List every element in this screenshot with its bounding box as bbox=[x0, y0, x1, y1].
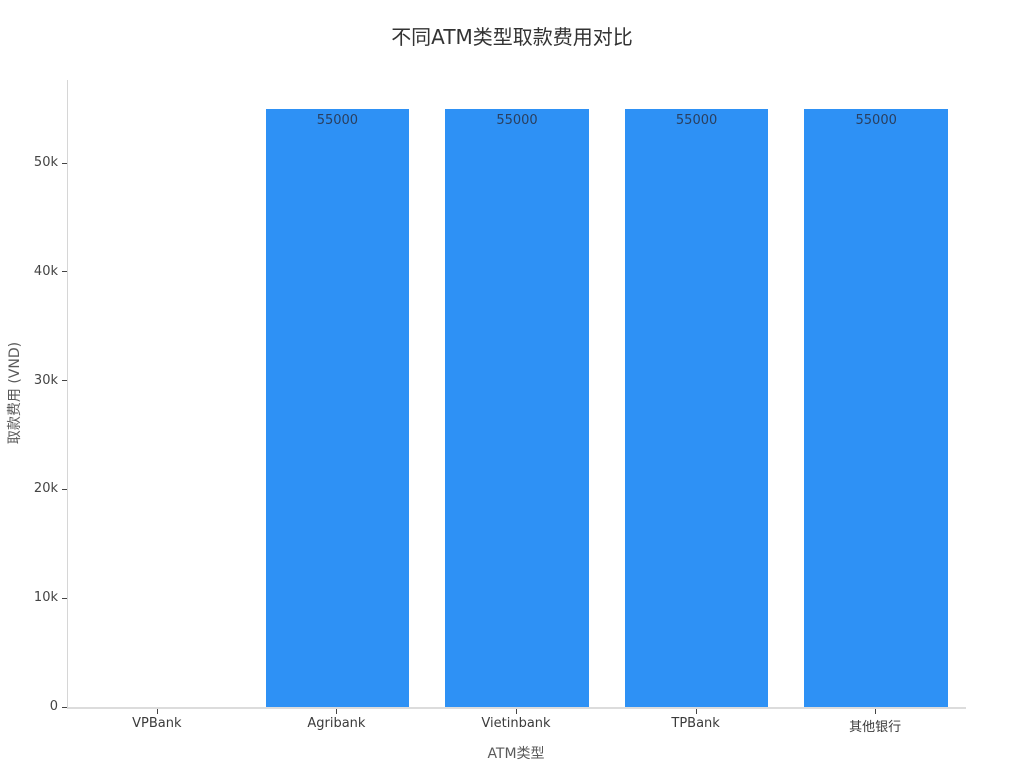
bar bbox=[624, 108, 769, 707]
bar-value-label: 55000 bbox=[675, 112, 718, 128]
bar bbox=[445, 108, 589, 707]
x-tick-mark bbox=[336, 709, 338, 714]
x-axis-title: ATM类型 bbox=[487, 746, 545, 762]
bar-value-label: 55000 bbox=[316, 112, 359, 128]
bar bbox=[265, 108, 410, 707]
x-tick-label: 其他银行 bbox=[849, 720, 902, 735]
x-tick-label: Vietinbank bbox=[481, 716, 551, 731]
x-tick-mark bbox=[695, 709, 697, 714]
y-tick-label: 10k bbox=[33, 590, 58, 606]
y-tick-mark bbox=[62, 488, 67, 490]
x-tick-label: TPBank bbox=[671, 716, 720, 731]
y-axis-title: 取款费用 (VND) bbox=[7, 341, 23, 445]
y-tick-mark bbox=[62, 271, 67, 273]
y-tick-label: 50k bbox=[33, 155, 58, 170]
x-tick-mark bbox=[516, 709, 517, 714]
plot-area: 55000 55000 55000 55000 bbox=[67, 80, 966, 709]
y-tick-label: 40k bbox=[33, 263, 58, 279]
y-tick-mark bbox=[62, 597, 67, 599]
y-tick-mark bbox=[62, 380, 67, 382]
x-tick-label: Agribank bbox=[307, 716, 366, 731]
chart-title: 不同ATM类型取款费用对比 bbox=[391, 25, 633, 49]
y-tick-label: 0 bbox=[49, 699, 58, 714]
bar bbox=[804, 108, 949, 707]
bar-value-label: 55000 bbox=[855, 112, 897, 128]
y-tick-mark bbox=[62, 706, 67, 708]
y-tick-mark bbox=[62, 162, 67, 164]
x-tick-label: VPBank bbox=[132, 716, 182, 731]
x-tick-mark bbox=[875, 709, 877, 714]
y-tick-label: 20k bbox=[33, 481, 58, 497]
bar-value-label: 55000 bbox=[496, 112, 538, 128]
y-tick-label: 30k bbox=[33, 372, 58, 388]
x-tick-mark bbox=[156, 709, 158, 714]
